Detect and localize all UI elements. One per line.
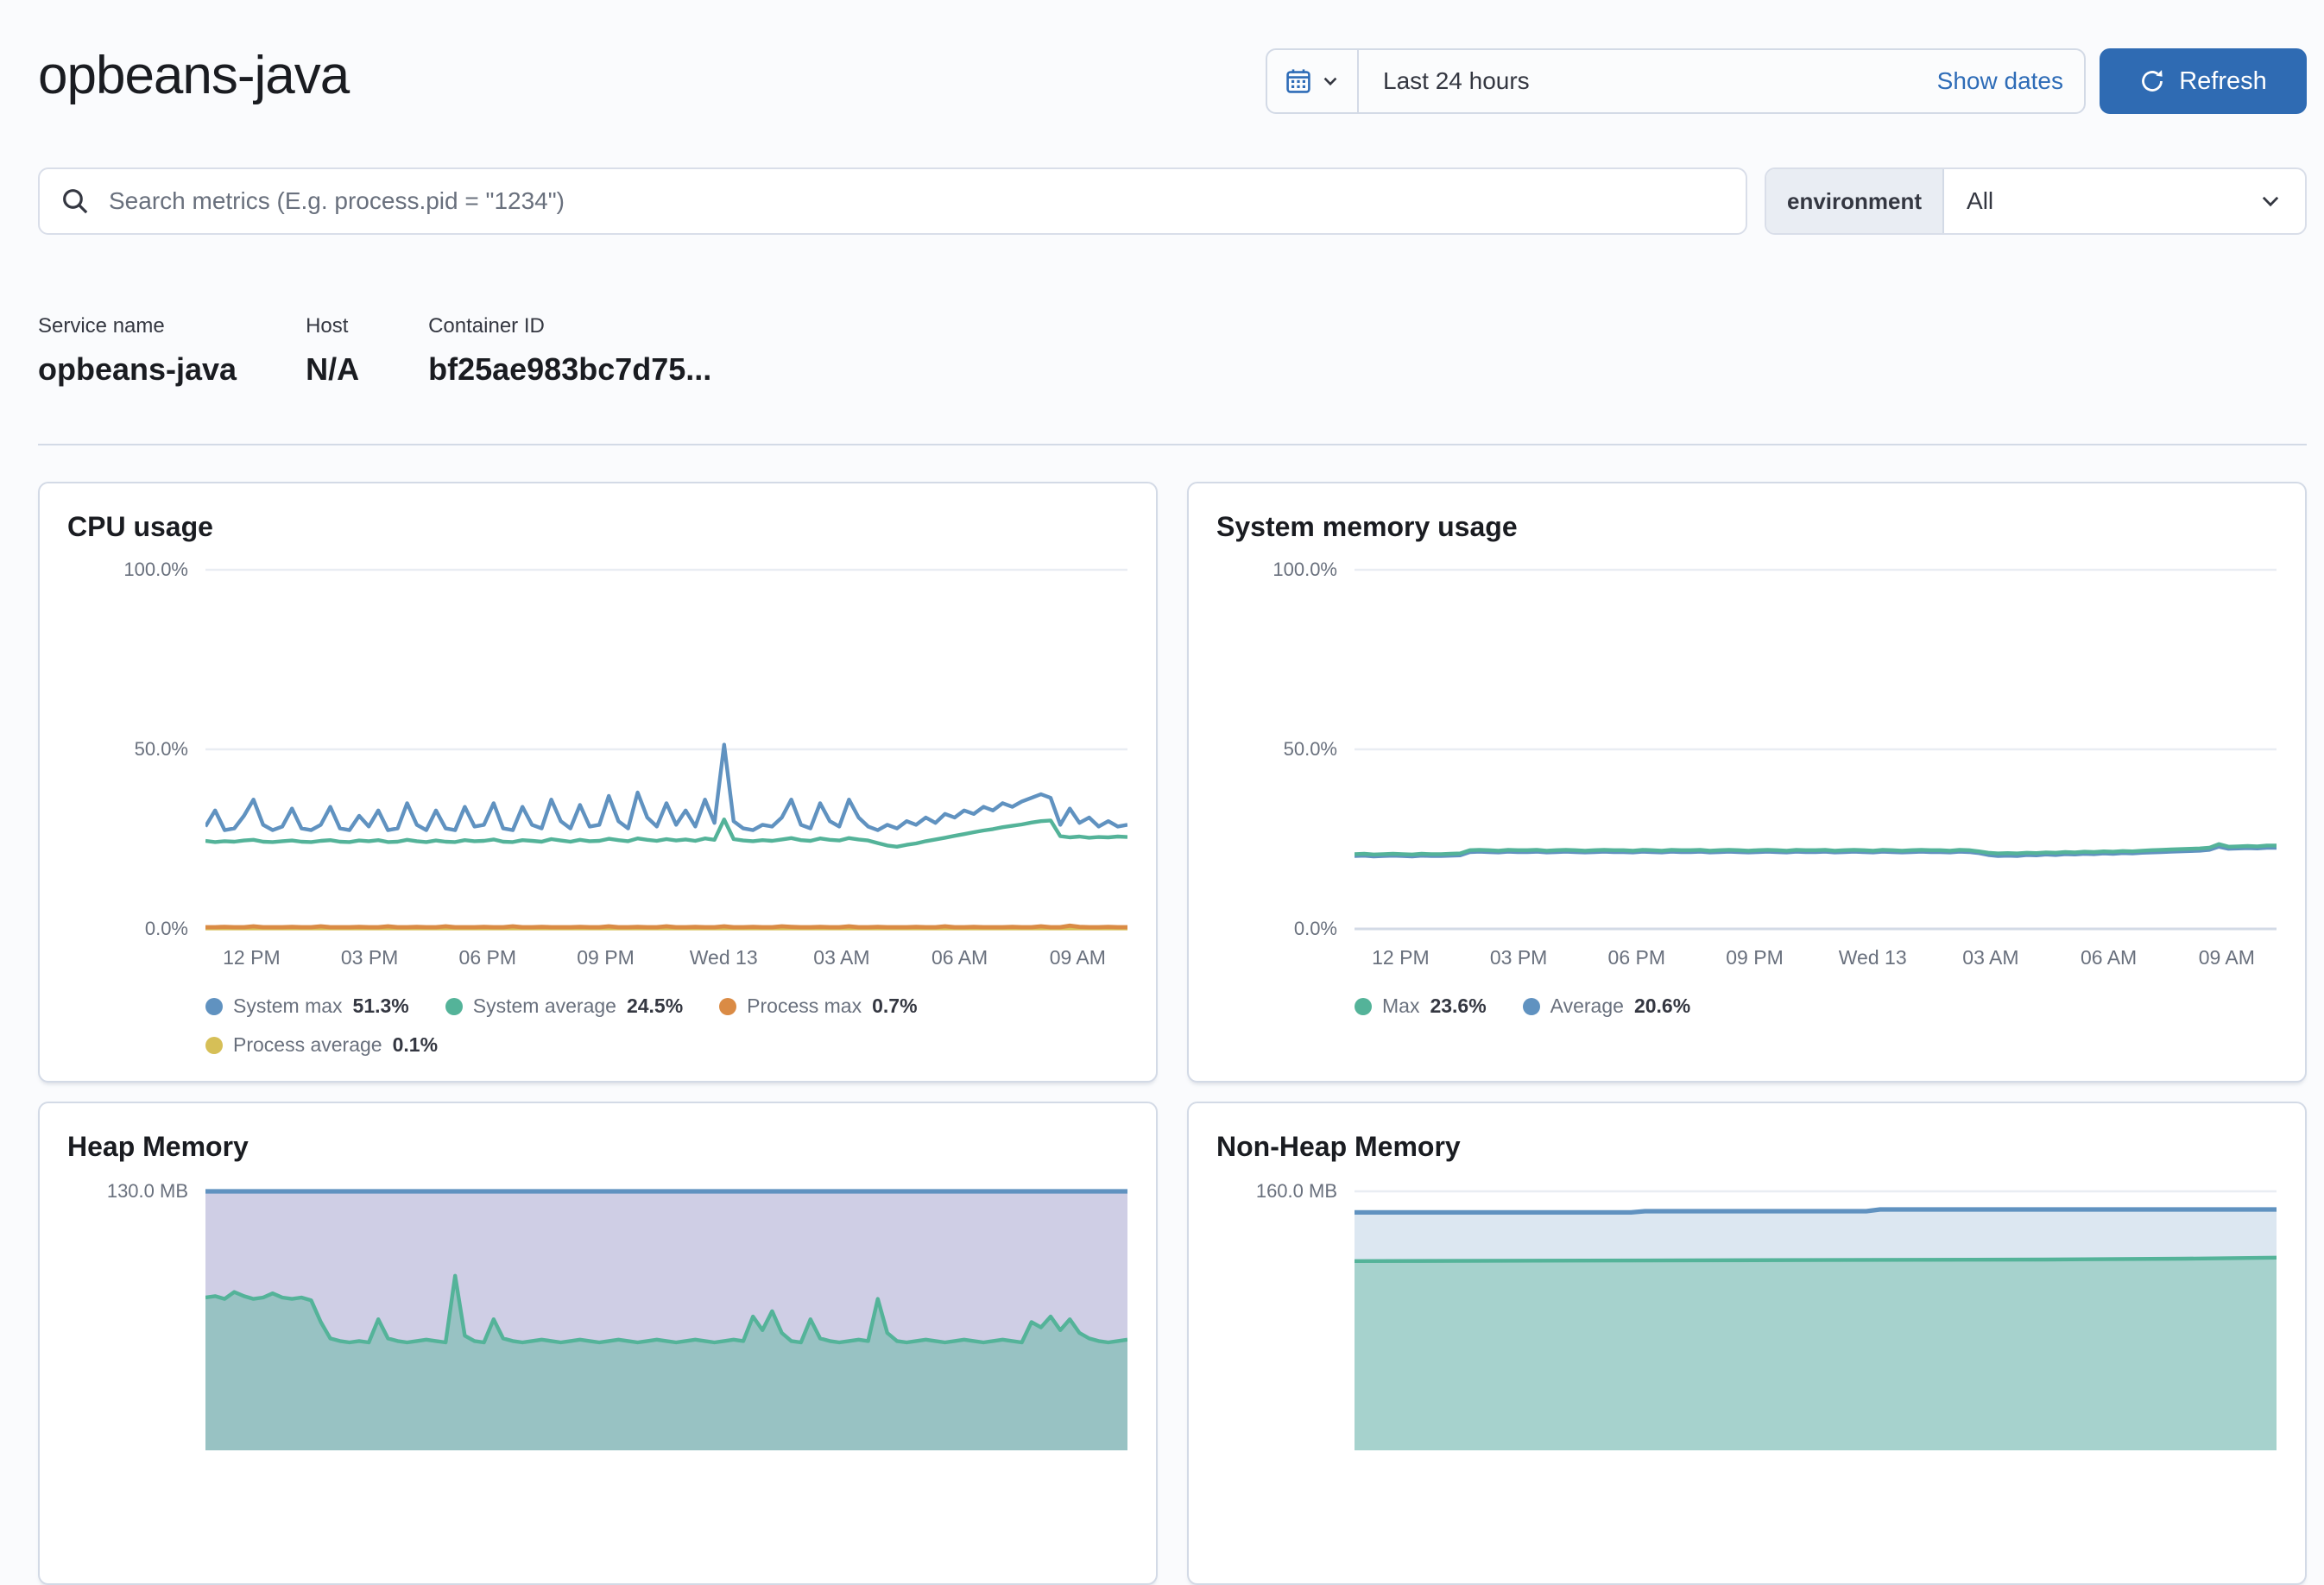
cpu-usage-chart[interactable]: 100.0% 50.0% 0.0% 12 PM 03 PM 06 PM 09 PM Wed 1… [67,556,1128,974]
legend-label: Max [1382,995,1419,1018]
legend-item[interactable]: Max 23.6% [1355,995,1487,1018]
chevron-down-icon [2258,189,2283,213]
y-axis-label: 160.0 MB [1216,1179,1337,1203]
environment-label: environment [1766,169,1944,233]
x-axis-label: 12 PM [196,946,306,969]
legend-value: 0.1% [393,1033,438,1057]
environment-filter: environment All [1765,167,2307,235]
search-icon [60,186,90,216]
legend-dot-icon [719,998,736,1015]
legend-dot-icon [205,1037,223,1054]
x-axis-label: 12 PM [1345,946,1456,969]
legend-dot-icon [1355,998,1372,1015]
x-axis-label: 09 PM [551,946,661,969]
date-controls: Last 24 hours Show dates Refresh [1266,48,2307,114]
x-axis-label: Wed 13 [1817,946,1928,969]
legend-label: Process max [747,995,862,1018]
filter-bar: environment All [38,167,2307,235]
x-axis-label: 09 PM [1700,946,1810,969]
legend-value: 20.6% [1634,995,1690,1018]
x-axis-label: 03 PM [1463,946,1574,969]
legend-label: System average [473,995,616,1018]
chart-title: Non-Heap Memory [1216,1127,2277,1165]
date-range-value[interactable]: Last 24 hours [1359,67,1937,95]
service-info: Service name opbeans-java Host N/A Conta… [38,314,2307,387]
heap-memory-panel: Heap Memory 130.0 MB [38,1102,1158,1585]
top-bar: opbeans-java [0,0,2324,114]
system-memory-usage-legend: Max 23.6% Average 20.6% [1355,995,2277,1018]
legend-item[interactable]: Process max 0.7% [719,995,917,1018]
x-axis-label: 03 AM [1936,946,2046,969]
host-label: Host [306,314,359,338]
calendar-icon [1285,67,1312,95]
non-heap-memory-chart[interactable]: 160.0 MB [1216,1183,2277,1459]
y-axis-label: 0.0% [67,917,188,941]
service-name-label: Service name [38,314,237,338]
show-dates-link[interactable]: Show dates [1937,67,2063,95]
legend-item[interactable]: Average 20.6% [1523,995,1690,1018]
legend-value: 23.6% [1430,995,1486,1018]
chart-title: System memory usage [1216,508,2277,546]
non-heap-memory-panel: Non-Heap Memory 160.0 MB [1187,1102,2307,1585]
cpu-usage-legend: System max 51.3% System average 24.5% Proces… [205,995,1128,1057]
y-axis-label: 130.0 MB [67,1179,188,1203]
charts-grid: CPU usage 100.0% 50.0% 0.0% 12 PM 03 PM 06 PM… [38,482,2307,1585]
y-axis-label: 100.0% [67,558,188,582]
legend-label: Process average [233,1033,382,1057]
x-axis-label: 06 AM [905,946,1015,969]
x-axis-label: 06 PM [433,946,543,969]
field-host: Host N/A [306,314,359,387]
refresh-icon [2139,68,2165,94]
search-input-wrap [38,167,1747,235]
system-memory-usage-chart[interactable]: 100.0% 50.0% 0.0% 12 PM 03 PM 06 PM 09 PM Wed 1… [1216,556,2277,974]
legend-label: Average [1550,995,1624,1018]
heap-memory-chart[interactable]: 130.0 MB [67,1183,1128,1459]
service-name-value: opbeans-java [38,352,237,387]
date-picker: Last 24 hours Show dates [1266,48,2086,114]
legend-value: 24.5% [627,995,683,1018]
chart-title: CPU usage [67,508,1128,546]
container-id-value: bf25ae983bc7d75... [428,352,711,387]
refresh-button[interactable]: Refresh [2100,48,2307,114]
field-service-name: Service name opbeans-java [38,314,237,387]
y-axis-label: 100.0% [1216,558,1337,582]
system-memory-usage-panel: System memory usage 100.0% 50.0% 0.0% 12 PM… [1187,482,2307,1083]
x-axis-label: 03 AM [786,946,897,969]
environment-value: All [1967,187,1993,215]
y-axis-label: 50.0% [1216,737,1337,761]
legend-dot-icon [445,998,463,1015]
x-axis-label: Wed 13 [668,946,779,969]
chart-title: Heap Memory [67,1127,1128,1165]
x-axis-label: 03 PM [314,946,425,969]
refresh-label: Refresh [2179,67,2267,96]
legend-item[interactable]: Process average 0.1% [205,1033,438,1057]
quick-select-button[interactable] [1267,50,1359,112]
legend-value: 51.3% [353,995,409,1018]
section-divider [38,444,2307,445]
search-input[interactable] [105,186,1725,217]
legend-dot-icon [205,998,223,1015]
container-id-label: Container ID [428,314,711,338]
chevron-down-icon [1321,72,1340,91]
page-title: opbeans-java [38,41,349,111]
y-axis-label: 0.0% [1216,917,1337,941]
legend-label: System max [233,995,343,1018]
environment-select[interactable]: All [1944,169,2305,233]
y-axis-label: 50.0% [67,737,188,761]
x-axis-label: 09 AM [2171,946,2282,969]
legend-item[interactable]: System average 24.5% [445,995,683,1018]
cpu-usage-panel: CPU usage 100.0% 50.0% 0.0% 12 PM 03 PM 06 PM… [38,482,1158,1083]
x-axis-label: 06 AM [2054,946,2164,969]
x-axis-label: 09 AM [1022,946,1133,969]
legend-dot-icon [1523,998,1540,1015]
legend-item[interactable]: System max 51.3% [205,995,409,1018]
host-value: N/A [306,352,359,387]
field-container-id: Container ID bf25ae983bc7d75... [428,314,711,387]
x-axis-label: 06 PM [1582,946,1692,969]
legend-value: 0.7% [872,995,917,1018]
